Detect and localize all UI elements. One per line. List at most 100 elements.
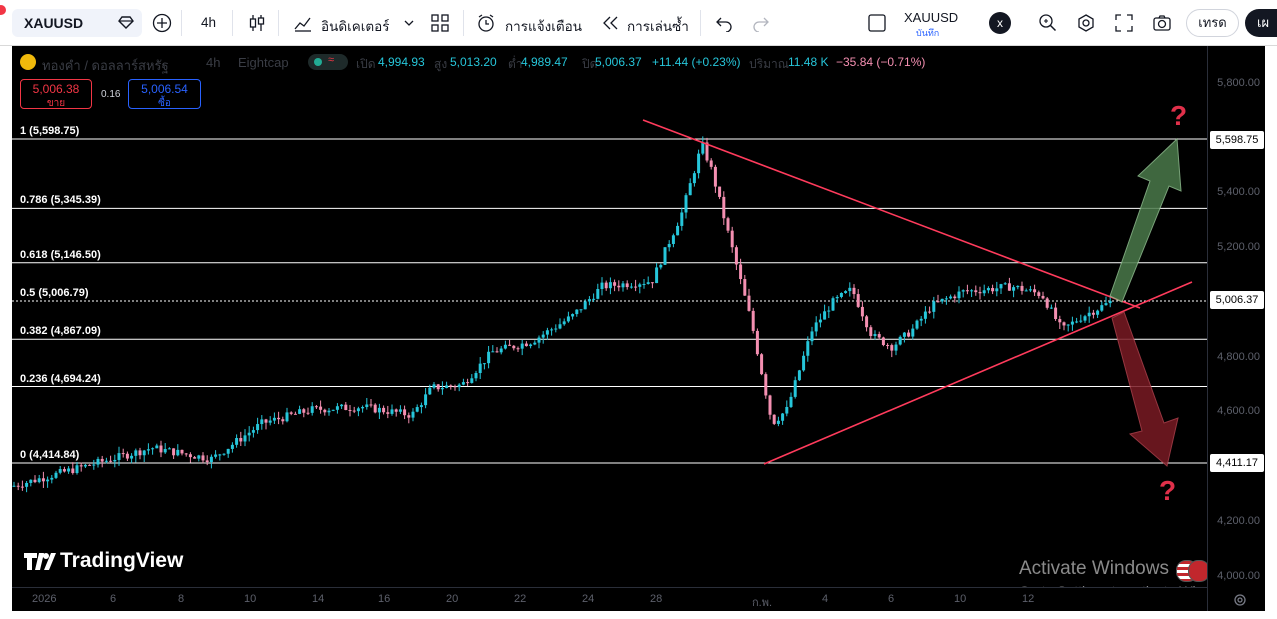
candle-body bbox=[130, 455, 134, 459]
notification-dot bbox=[0, 5, 6, 15]
redo-icon[interactable] bbox=[750, 12, 772, 34]
candle-body bbox=[218, 454, 222, 456]
candle-body bbox=[1058, 319, 1062, 323]
candle-body bbox=[579, 309, 583, 311]
add-symbol-icon[interactable] bbox=[151, 12, 173, 34]
candle-body bbox=[41, 478, 45, 482]
candle-body bbox=[264, 419, 268, 423]
candle-body bbox=[466, 382, 470, 384]
chart-pane[interactable]: ทองคำ / ดอลลาร์สหรัฐ 4h Eightcap ≈ เปิด … bbox=[12, 46, 1207, 611]
candle-body bbox=[344, 404, 348, 411]
candle-body bbox=[235, 438, 239, 445]
candle-body bbox=[701, 142, 705, 154]
price-axis-tick: 5,800.00 bbox=[1217, 76, 1260, 89]
interval-button[interactable]: 4h bbox=[201, 15, 217, 30]
candle-body bbox=[818, 319, 822, 323]
replay-button[interactable]: การเล่นซ้ำ bbox=[627, 19, 689, 34]
divider bbox=[700, 10, 701, 36]
bullish-arrow[interactable] bbox=[1109, 137, 1182, 303]
price-axis-tick: 5,400.00 bbox=[1217, 186, 1260, 199]
divider bbox=[278, 10, 279, 36]
publish-button[interactable]: เผ bbox=[1245, 9, 1277, 37]
candle-body bbox=[734, 247, 738, 265]
price-axis[interactable]: 5,800.005,600.005,400.005,200.005,000.00… bbox=[1207, 46, 1266, 611]
symbol-title[interactable]: ทองคำ / ดอลลาร์สหรัฐ bbox=[42, 58, 169, 73]
candle-body bbox=[289, 412, 293, 414]
alerts-button[interactable]: การแจ้งเตือน bbox=[505, 19, 582, 34]
candle-body bbox=[398, 409, 402, 412]
candle-body bbox=[1012, 287, 1016, 291]
layouts-grid-icon[interactable] bbox=[429, 12, 451, 34]
candle-body bbox=[121, 453, 125, 455]
candle-body bbox=[314, 406, 318, 408]
market-status-badge[interactable]: ≈ bbox=[308, 54, 348, 70]
camera-icon[interactable] bbox=[1151, 12, 1173, 34]
candle-body bbox=[596, 289, 600, 299]
triangle-lower-trendline[interactable] bbox=[763, 281, 1193, 465]
candle-type-icon[interactable] bbox=[246, 12, 268, 34]
replay-icon[interactable] bbox=[599, 12, 621, 34]
settings-gear-icon[interactable] bbox=[1075, 12, 1097, 34]
divider bbox=[232, 10, 233, 36]
candle-body bbox=[125, 453, 129, 459]
candle-body bbox=[991, 288, 995, 292]
diamond-icon[interactable] bbox=[118, 14, 134, 35]
indicators-icon[interactable] bbox=[292, 12, 314, 34]
sell-button[interactable]: 5,006.38 ขาย bbox=[20, 79, 92, 109]
bearish-arrow[interactable] bbox=[1111, 311, 1179, 467]
chart-canvas[interactable] bbox=[12, 46, 1207, 587]
save-status[interactable]: บันทึก bbox=[916, 28, 940, 38]
flag-icon bbox=[1188, 560, 1207, 582]
candle-body bbox=[340, 404, 344, 407]
layout-checkbox-icon[interactable] bbox=[866, 12, 888, 34]
candle-body bbox=[50, 477, 54, 480]
candle-body bbox=[659, 264, 663, 268]
alarm-clock-icon[interactable] bbox=[475, 12, 497, 34]
candle-body bbox=[373, 404, 377, 413]
top-toolbar: XAUUSD 4h อินดิเคเตอร์ การแจ้งเตือน การเ… bbox=[0, 0, 1277, 46]
time-axis-label: 10 bbox=[954, 593, 967, 605]
trade-button[interactable]: เทรด bbox=[1186, 9, 1239, 37]
close-label: ปิด bbox=[582, 57, 598, 71]
candle-body bbox=[445, 385, 449, 389]
candle-body bbox=[335, 406, 339, 410]
quick-search-icon[interactable] bbox=[1037, 12, 1059, 34]
undo-icon[interactable] bbox=[713, 12, 735, 34]
price-tag-high: 5,598.75 bbox=[1210, 131, 1264, 149]
candle-body bbox=[327, 410, 331, 413]
candle-body bbox=[797, 370, 801, 381]
triangle-upper-trendline[interactable] bbox=[642, 119, 1141, 309]
close-value: 5,006.37 bbox=[595, 55, 642, 69]
tradingview-logo-icon bbox=[24, 553, 56, 570]
candle-body bbox=[726, 218, 730, 231]
indicators-button[interactable]: อินดิเคเตอร์ bbox=[321, 19, 390, 34]
fib-level-label: 0 (4,414.84) bbox=[20, 449, 80, 461]
time-axis[interactable]: 2026 6 8 10 14 16 20 22 24 28 ก.พ. 4 6 10 12 bbox=[12, 587, 1246, 612]
candle-body bbox=[932, 301, 936, 312]
candle-body bbox=[617, 285, 621, 288]
candle-body bbox=[663, 247, 667, 265]
symbol-search[interactable]: XAUUSD bbox=[12, 9, 142, 37]
candle-body bbox=[172, 448, 176, 456]
candle-body bbox=[751, 310, 755, 331]
candle-body bbox=[1108, 301, 1112, 304]
fullscreen-icon[interactable] bbox=[1113, 12, 1135, 34]
chevron-down-icon[interactable] bbox=[398, 12, 420, 34]
change-value: +11.44 (+0.23%) bbox=[652, 55, 741, 69]
candle-body bbox=[856, 294, 860, 307]
layout-name[interactable]: XAUUSD bbox=[904, 10, 959, 25]
candle-body bbox=[881, 337, 885, 346]
candle-body bbox=[495, 351, 499, 353]
tradingview-logo[interactable]: TradingView bbox=[22, 549, 183, 573]
candle-body bbox=[201, 455, 205, 461]
candle-body bbox=[680, 212, 684, 226]
candle-body bbox=[251, 430, 255, 433]
candle-body bbox=[533, 342, 537, 345]
settings-gear-small-icon[interactable] bbox=[1232, 592, 1248, 613]
buy-button[interactable]: 5,006.54 ซื้อ bbox=[128, 79, 201, 109]
close-layout-icon[interactable]: x bbox=[989, 12, 1011, 34]
candle-body bbox=[676, 225, 680, 236]
candle-body bbox=[839, 292, 843, 297]
candle-body bbox=[768, 395, 772, 415]
candle-body bbox=[1033, 289, 1037, 293]
